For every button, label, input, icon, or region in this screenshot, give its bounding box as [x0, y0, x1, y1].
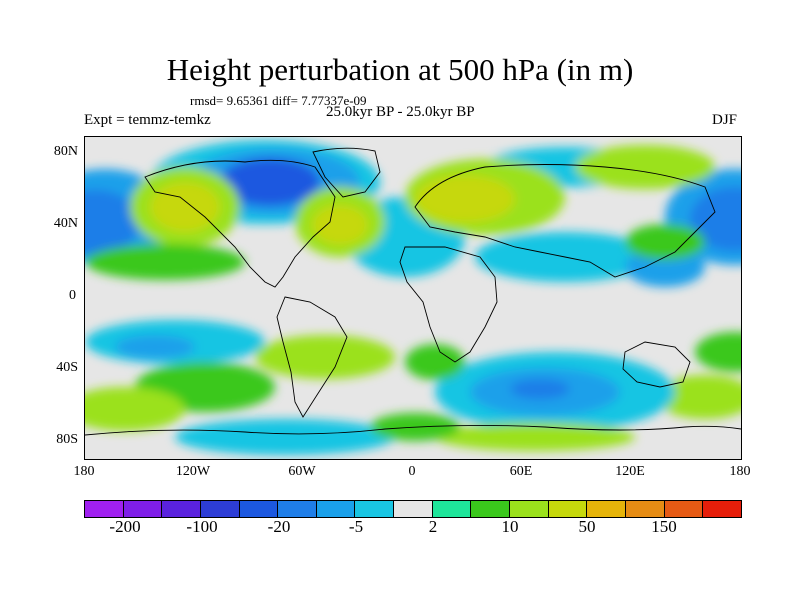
map-panel [84, 136, 742, 460]
y-tick-label: 40S [56, 360, 78, 375]
colorbar-swatch [625, 501, 665, 517]
x-tick-label: 180 [729, 464, 751, 479]
colorbar-swatch [664, 501, 704, 517]
colorbar-swatch [278, 501, 317, 517]
colorbar-swatch [703, 501, 741, 517]
colorbar-swatch [394, 501, 433, 517]
colorbar-swatch [471, 501, 511, 517]
colorbar-label: -5 [348, 517, 364, 536]
y-tick-label: 80S [56, 432, 78, 447]
period-text: 25.0kyr BP - 25.0kyr BP [326, 104, 475, 120]
y-tick-label: 40N [53, 216, 78, 231]
season-label: DJF [712, 112, 738, 128]
colorbar-label: 50 [578, 517, 596, 536]
y-tick-label: 0 [69, 288, 76, 303]
x-tick-label: 120W [175, 464, 211, 479]
colorbar-label: 150 [651, 517, 677, 536]
height-field-map [85, 137, 741, 459]
colorbar-swatch [162, 501, 201, 517]
colorbar-swatch [123, 501, 163, 517]
colorbar-label: -100 [186, 517, 218, 536]
colorbar-label: 2 [428, 517, 438, 536]
x-tick-label: 120E [615, 464, 645, 479]
colorbar-swatch [510, 501, 549, 517]
y-tick-label: 80N [53, 144, 78, 159]
contour-fill-layer [85, 140, 741, 455]
colorbar-label: -200 [109, 517, 141, 536]
x-tick-label: 60W [288, 464, 316, 479]
stats-text: rmsd= 9.65361 diff= 7.77337e-09 [190, 93, 367, 108]
map-title: Height perturbation at 500 hPa (in m) [166, 52, 634, 87]
colorbar-label: 10 [501, 517, 519, 536]
coastline-layer [85, 147, 741, 436]
x-tick-label: 60E [509, 464, 533, 479]
colorbar [84, 500, 742, 518]
colorbar-swatch [316, 501, 356, 517]
colorbar-swatch [355, 501, 395, 517]
colorbar-swatch [239, 501, 279, 517]
colorbar-swatch [85, 501, 124, 517]
colorbar-label: -20 [267, 517, 291, 536]
colorbar-swatch [587, 501, 626, 517]
x-tick-label: 180 [73, 464, 95, 479]
experiment-label: Expt = temmz-temkz [84, 112, 211, 128]
colorbar-swatch [432, 501, 472, 517]
colorbar-swatch [548, 501, 588, 517]
x-tick-label: 0 [408, 464, 416, 479]
colorbar-swatch [200, 501, 240, 517]
